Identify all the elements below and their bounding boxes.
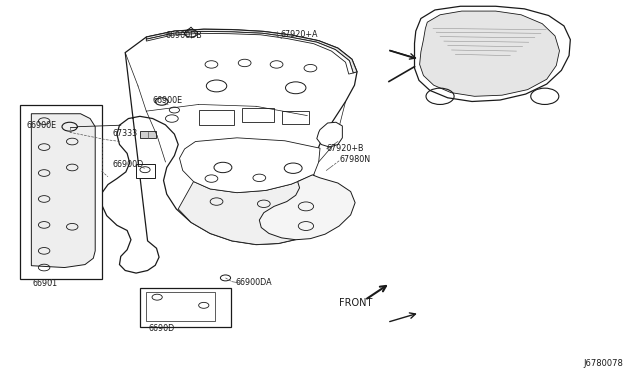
Text: FRONT: FRONT [339,298,372,308]
Bar [140,288,230,327]
Text: 66900DA: 66900DA [236,278,273,287]
Polygon shape [178,175,325,244]
Bar [282,111,308,125]
Bar [20,105,102,279]
Polygon shape [31,114,95,267]
Polygon shape [259,175,355,240]
Bar [242,108,274,122]
Polygon shape [147,32,353,74]
Polygon shape [415,6,570,102]
Text: 66900D: 66900D [113,160,144,169]
Text: 67920+A: 67920+A [280,30,318,39]
Bar [198,110,234,125]
Polygon shape [179,138,320,193]
Bar [136,164,156,178]
Text: 6690D: 6690D [149,324,175,333]
Text: J6780078: J6780078 [584,359,623,368]
Bar [140,131,156,138]
Polygon shape [420,11,559,96]
Text: 67980N: 67980N [339,155,371,164]
Bar [147,292,215,321]
Polygon shape [317,122,342,147]
Polygon shape [102,29,357,273]
Text: 66900E: 66900E [26,122,56,131]
Text: 66900E: 66900E [153,96,183,105]
Text: 66901: 66901 [33,279,58,288]
Text: 67333: 67333 [113,129,138,138]
Polygon shape [147,29,357,73]
Text: 66900DB: 66900DB [166,31,202,41]
Text: 67920+B: 67920+B [326,144,364,153]
